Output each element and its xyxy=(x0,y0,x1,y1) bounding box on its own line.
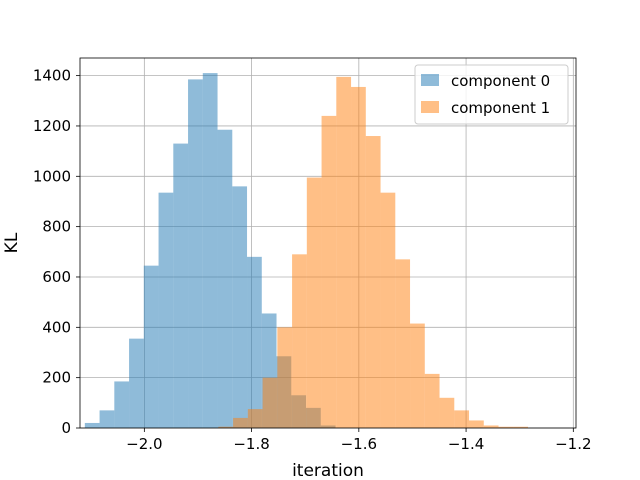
y-tick-label: 800 xyxy=(42,218,71,236)
legend-swatch-component-0 xyxy=(421,74,439,86)
y-tick-label: 200 xyxy=(42,369,71,387)
x-axis-ticks: −2.0 −1.8 −1.6 −1.4 −1.2 xyxy=(126,428,592,453)
histogram-bar-component-1 xyxy=(380,192,396,428)
x-tick-label: −2.0 xyxy=(126,435,162,453)
histogram-bar-component-1 xyxy=(498,426,514,428)
histogram-bar-component-1 xyxy=(351,86,366,428)
histogram-bar-component-1 xyxy=(365,136,381,428)
histogram-bar-component-0 xyxy=(173,143,189,428)
histogram-bar-component-0 xyxy=(247,256,262,428)
legend-label-component-1: component 1 xyxy=(451,99,550,117)
histogram-bar-component-1 xyxy=(336,76,352,428)
y-tick-label: 600 xyxy=(42,268,71,286)
histogram-bar-component-1 xyxy=(262,377,278,428)
y-tick-label: 1400 xyxy=(33,67,71,85)
y-axis-label: KL xyxy=(2,232,22,253)
y-tick-label: 1200 xyxy=(33,117,71,135)
histogram-bar-component-1 xyxy=(469,420,484,428)
histogram-bar-component-1 xyxy=(424,373,440,428)
histogram-bar-component-1 xyxy=(513,426,529,428)
legend-frame xyxy=(414,64,569,125)
y-tick-label: 0 xyxy=(61,419,71,437)
histogram-bar-component-0 xyxy=(188,79,203,428)
x-tick-label: −1.8 xyxy=(233,435,269,453)
histogram-bar-component-1 xyxy=(321,115,337,428)
histogram-bar-component-1 xyxy=(439,397,455,428)
histogram-bar-component-0 xyxy=(158,192,174,428)
legend: component 0 component 1 xyxy=(414,64,569,125)
histogram-bar-component-0 xyxy=(217,129,233,429)
histogram-bar-component-1 xyxy=(306,177,322,428)
histogram-bar-component-0 xyxy=(143,265,159,428)
histogram-bar-component-1 xyxy=(454,410,470,428)
histogram-bar-component-1 xyxy=(292,254,307,428)
x-tick-label: −1.4 xyxy=(448,435,484,453)
histogram-bar-component-1 xyxy=(395,259,411,428)
x-tick-label: −1.6 xyxy=(341,435,377,453)
histogram-bar-component-1 xyxy=(277,327,293,428)
histogram-bar-component-0 xyxy=(129,338,144,428)
x-axis-label: iteration xyxy=(292,461,364,480)
x-tick-label: −1.2 xyxy=(555,435,591,453)
histogram-bar-component-1 xyxy=(233,417,248,428)
histogram-bar-component-1 xyxy=(247,409,263,428)
y-tick-label: 400 xyxy=(42,318,71,336)
histogram-bar-component-0 xyxy=(114,381,130,428)
legend-swatch-component-1 xyxy=(421,101,439,113)
axes-frame xyxy=(79,57,577,429)
histogram-bar-component-1 xyxy=(218,426,234,428)
histogram-bar-component-1 xyxy=(483,425,499,428)
histogram-bar-component-0 xyxy=(99,410,115,428)
histogram-bar-component-0 xyxy=(84,422,100,428)
plot-area xyxy=(79,57,577,429)
y-axis-ticks: 0 200 400 600 800 1000 1200 1400 xyxy=(33,67,80,437)
histogram-bar-component-0 xyxy=(232,186,248,428)
histogram-bar-component-1 xyxy=(410,323,425,428)
histogram-bar-component-0 xyxy=(202,73,218,428)
legend-label-component-0: component 0 xyxy=(451,72,550,90)
y-tick-label: 1000 xyxy=(33,167,71,185)
bars xyxy=(84,73,529,429)
